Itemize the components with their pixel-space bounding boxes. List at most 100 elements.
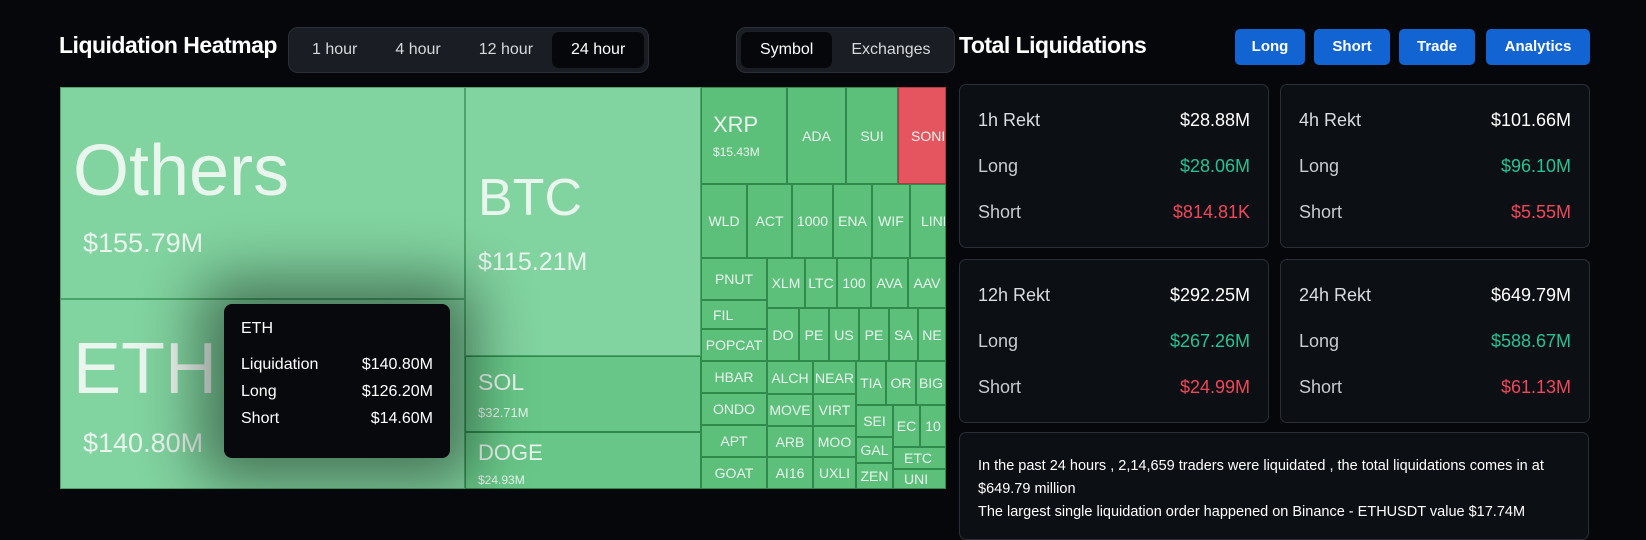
tile-symbol: TIA: [860, 375, 882, 391]
card-label: 4h Rekt: [1299, 110, 1362, 130]
tooltip-value: $126.20M: [361, 383, 433, 400]
tile-etc[interactable]: ETC: [893, 447, 946, 469]
tile-symbol: ETC: [904, 450, 932, 466]
tile-pe-1[interactable]: PE: [799, 308, 829, 361]
tile-xlm[interactable]: XLM: [767, 258, 805, 308]
liquidation-summary: In the past 24 hours , 2,14,659 traders …: [959, 432, 1589, 540]
tile-gal[interactable]: GAL: [856, 437, 893, 463]
tile-ltc[interactable]: LTC: [805, 258, 837, 308]
tile-or[interactable]: OR: [886, 361, 916, 405]
tile-1000[interactable]: 1000: [792, 184, 833, 258]
tile-value: $24.93M: [478, 473, 525, 487]
tile-sei[interactable]: SEI: [856, 405, 893, 437]
tile-100[interactable]: 100: [837, 258, 871, 308]
tab-exchanges[interactable]: Exchanges: [851, 41, 931, 58]
tile-uni[interactable]: UNI: [893, 469, 946, 489]
tile-symbol: ENA: [838, 213, 867, 229]
tab-1-hour[interactable]: 1 hour: [312, 41, 358, 58]
long-value: $267.26M: [1169, 331, 1250, 351]
tile-do[interactable]: DO: [767, 308, 799, 361]
tile-sa[interactable]: SA: [889, 308, 918, 361]
tile-ava[interactable]: AVA: [871, 258, 908, 308]
tile-us[interactable]: US: [829, 308, 859, 361]
tile-others[interactable]: Others $155.79M: [60, 87, 465, 299]
tile-ec[interactable]: EC: [893, 405, 920, 447]
tile-ondo[interactable]: ONDO: [701, 393, 767, 425]
tab-4-hour[interactable]: 4 hour: [395, 41, 441, 58]
tile-big[interactable]: BIG: [916, 361, 946, 405]
tile-symbol: AI16: [775, 465, 805, 481]
tile-ne[interactable]: NE: [918, 308, 946, 361]
tile-symbol: 10: [925, 418, 941, 434]
tile-pnut[interactable]: PNUT: [701, 258, 767, 300]
tile-fil[interactable]: FIL: [701, 300, 767, 329]
short-label: Short: [1299, 202, 1343, 222]
tile-xrp[interactable]: XRP $15.43M: [701, 87, 787, 184]
tile-symbol: EC: [896, 418, 917, 434]
long-value: $28.06M: [1179, 156, 1250, 176]
liquidation-heatmap: Others $155.79M ETH $140.80M BTC $115.21…: [60, 87, 946, 489]
tile-virt[interactable]: VIRT: [813, 394, 856, 426]
eth-tooltip: ETH Liquidation $140.80M Long $126.20M S…: [224, 304, 450, 458]
summary-line-2: The largest single liquidation order hap…: [978, 504, 1526, 520]
tile-move[interactable]: MOVE: [767, 394, 813, 426]
tile-apt[interactable]: APT: [701, 425, 767, 457]
tile-aav[interactable]: AAV: [908, 258, 946, 308]
tile-doge[interactable]: DOGE $24.93M: [465, 432, 701, 489]
tile-value: $140.80M: [83, 428, 204, 458]
card-total: $101.66M: [1490, 110, 1571, 130]
tile-symbol: SUI: [860, 127, 884, 144]
tile-pe-2[interactable]: PE: [859, 308, 889, 361]
tile-symbol: FIL: [713, 306, 734, 323]
tile-zen[interactable]: ZEN: [856, 463, 893, 489]
tile-tia[interactable]: TIA: [856, 361, 886, 405]
tile-ena[interactable]: ENA: [833, 184, 872, 258]
tile-goat[interactable]: GOAT: [701, 457, 767, 489]
tile-ada[interactable]: ADA: [787, 87, 846, 184]
tile-uxli[interactable]: UXLI: [813, 457, 856, 489]
trade-button[interactable]: Trade: [1399, 29, 1475, 65]
tile-wld[interactable]: WLD: [701, 184, 747, 258]
tile-sonic[interactable]: SONIC: [898, 87, 946, 184]
heatmap-title: Liquidation Heatmap: [59, 32, 277, 58]
tile-symbol: XLM: [771, 275, 801, 291]
tile-popcat[interactable]: POPCAT: [701, 329, 767, 361]
tab-24-hour[interactable]: 24 hour: [552, 32, 645, 68]
tile-near[interactable]: NEAR: [813, 361, 856, 394]
tile-symbol: SOL: [478, 369, 525, 395]
card-label: 24h Rekt: [1299, 285, 1372, 305]
long-button[interactable]: Long: [1235, 29, 1305, 65]
tile-symbol: MOVE: [769, 402, 811, 418]
tile-value: $32.71M: [478, 405, 529, 420]
tab-symbol[interactable]: Symbol: [741, 32, 833, 68]
analytics-button[interactable]: Analytics: [1486, 29, 1590, 65]
tile-alch[interactable]: ALCH: [767, 361, 813, 394]
tile-ai16[interactable]: AI16: [767, 457, 813, 489]
tile-10[interactable]: 10: [920, 405, 946, 447]
tile-sol[interactable]: SOL $32.71M: [465, 356, 701, 432]
short-button[interactable]: Short: [1314, 29, 1390, 65]
tile-moo[interactable]: MOO: [813, 426, 856, 457]
short-label: Short: [1299, 377, 1343, 397]
tile-symbol: WIF: [878, 213, 904, 229]
tile-act[interactable]: ACT: [747, 184, 792, 258]
tile-link[interactable]: LINK: [910, 184, 946, 258]
tile-symbol: PNUT: [714, 271, 754, 287]
long-label: Long: [978, 156, 1019, 176]
short-value: $61.13M: [1500, 377, 1571, 397]
tile-btc[interactable]: BTC $115.21M: [465, 87, 701, 356]
tile-arb[interactable]: ARB: [767, 426, 813, 457]
tab-12-hour[interactable]: 12 hour: [478, 41, 534, 58]
tile-symbol: POPCAT: [705, 337, 763, 353]
card-total: $292.25M: [1169, 285, 1250, 305]
tile-wif[interactable]: WIF: [872, 184, 910, 258]
card-total: $28.88M: [1179, 110, 1250, 130]
tile-value: $115.21M: [478, 248, 588, 276]
tile-hbar[interactable]: HBAR: [701, 361, 767, 393]
tile-symbol: PE: [864, 326, 884, 343]
summary-line-1: In the past 24 hours , 2,14,659 traders …: [978, 458, 1544, 497]
tooltip-label: Long: [241, 383, 277, 400]
tile-symbol: BTC: [478, 169, 582, 227]
tile-sui[interactable]: SUI: [846, 87, 898, 184]
tooltip-value: $14.60M: [370, 410, 433, 427]
